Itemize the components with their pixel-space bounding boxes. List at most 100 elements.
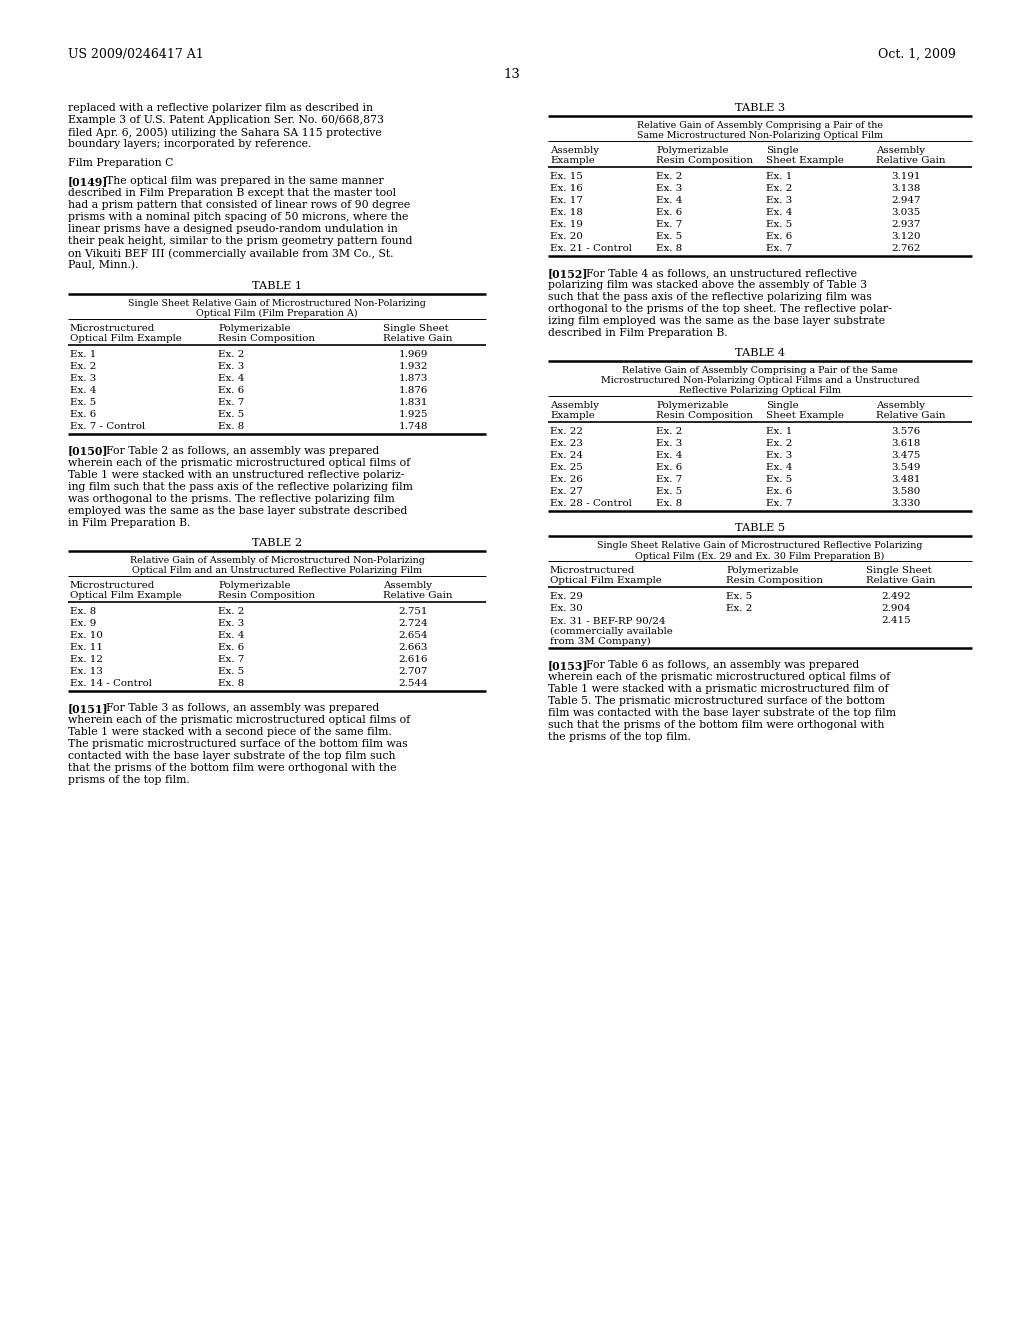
Text: Ex. 8: Ex. 8 [218,421,245,430]
Text: Reflective Polarizing Optical Film: Reflective Polarizing Optical Film [679,387,841,396]
Text: Ex. 2: Ex. 2 [218,350,245,359]
Text: 1.876: 1.876 [398,385,428,395]
Text: 2.415: 2.415 [882,616,911,626]
Text: Ex. 3: Ex. 3 [766,195,793,205]
Text: Example 3 of U.S. Patent Application Ser. No. 60/668,873: Example 3 of U.S. Patent Application Ser… [68,115,384,125]
Text: Ex. 6: Ex. 6 [766,487,793,496]
Text: prisms of the top film.: prisms of the top film. [68,775,189,785]
Text: Table 1 were stacked with an unstructured reflective polariz-: Table 1 were stacked with an unstructure… [68,470,404,479]
Text: Single Sheet Relative Gain of Microstructured Reflective Polarizing: Single Sheet Relative Gain of Microstruc… [597,541,923,550]
Text: Ex. 14 - Control: Ex. 14 - Control [70,678,152,688]
Text: Ex. 30: Ex. 30 [550,605,583,614]
Text: Ex. 6: Ex. 6 [70,409,96,418]
Text: Single: Single [766,401,799,411]
Text: Ex. 3: Ex. 3 [656,183,682,193]
Text: Relative Gain: Relative Gain [383,334,453,343]
Text: Ex. 5: Ex. 5 [218,409,245,418]
Text: Ex. 5: Ex. 5 [70,397,96,407]
Text: Resin Composition: Resin Composition [726,577,823,585]
Text: 3.576: 3.576 [892,428,921,437]
Text: Ex. 3: Ex. 3 [766,451,793,461]
Text: on Vikuiti BEF III (commercially available from 3M Co., St.: on Vikuiti BEF III (commercially availab… [68,248,393,259]
Text: Resin Composition: Resin Composition [218,334,315,343]
Text: Ex. 25: Ex. 25 [550,463,583,473]
Text: Example: Example [550,412,595,420]
Text: Ex. 22: Ex. 22 [550,428,583,437]
Text: filed Apr. 6, 2005) utilizing the Sahara SA 115 protective: filed Apr. 6, 2005) utilizing the Sahara… [68,127,382,137]
Text: The prismatic microstructured surface of the bottom film was: The prismatic microstructured surface of… [68,739,408,748]
Text: 2.937: 2.937 [892,220,921,228]
Text: 1.925: 1.925 [398,409,428,418]
Text: wherein each of the prismatic microstructured optical films of: wherein each of the prismatic microstruc… [68,715,411,725]
Text: Ex. 6: Ex. 6 [218,385,245,395]
Text: Relative Gain: Relative Gain [876,412,945,420]
Text: Ex. 6: Ex. 6 [656,209,682,216]
Text: Ex. 23: Ex. 23 [550,440,583,449]
Text: Resin Composition: Resin Composition [218,591,315,601]
Text: had a prism pattern that consisted of linear rows of 90 degree: had a prism pattern that consisted of li… [68,201,411,210]
Text: 3.618: 3.618 [892,440,921,449]
Text: Single: Single [766,147,799,154]
Text: Polymerizable: Polymerizable [656,147,728,154]
Text: 2.544: 2.544 [398,678,428,688]
Text: Ex. 2: Ex. 2 [766,440,793,449]
Text: 3.191: 3.191 [892,172,921,181]
Text: Ex. 21 - Control: Ex. 21 - Control [550,244,632,253]
Text: Ex. 7: Ex. 7 [656,220,682,228]
Text: [0151]: [0151] [68,704,109,714]
Text: Microstructured: Microstructured [70,581,156,590]
Text: Ex. 19: Ex. 19 [550,220,583,228]
Text: 1.969: 1.969 [398,350,428,359]
Text: [0153]: [0153] [548,660,589,672]
Text: 2.904: 2.904 [882,605,911,614]
Text: For Table 3 as follows, an assembly was prepared: For Table 3 as follows, an assembly was … [106,704,379,713]
Text: Ex. 3: Ex. 3 [70,374,96,383]
Text: Paul, Minn.).: Paul, Minn.). [68,260,138,271]
Text: Relative Gain: Relative Gain [383,591,453,601]
Text: Ex. 17: Ex. 17 [550,195,583,205]
Text: Ex. 1: Ex. 1 [766,172,793,181]
Text: Oct. 1, 2009: Oct. 1, 2009 [879,48,956,61]
Text: Ex. 2: Ex. 2 [766,183,793,193]
Text: Ex. 5: Ex. 5 [766,475,793,484]
Text: polarizing film was stacked above the assembly of Table 3: polarizing film was stacked above the as… [548,280,867,290]
Text: Assembly: Assembly [876,401,925,411]
Text: Optical Film (Film Preparation A): Optical Film (Film Preparation A) [197,309,357,318]
Text: wherein each of the prismatic microstructured optical films of: wherein each of the prismatic microstruc… [68,458,411,467]
Text: Ex. 7: Ex. 7 [218,397,245,407]
Text: Table 5. The prismatic microstructured surface of the bottom: Table 5. The prismatic microstructured s… [548,697,885,706]
Text: Assembly: Assembly [383,581,432,590]
Text: 1.831: 1.831 [398,397,428,407]
Text: [0149]: [0149] [68,176,109,187]
Text: Ex. 9: Ex. 9 [70,619,96,628]
Text: Ex. 29: Ex. 29 [550,593,583,602]
Text: Relative Gain of Assembly Comprising a Pair of the Same: Relative Gain of Assembly Comprising a P… [623,367,898,375]
Text: Ex. 8: Ex. 8 [70,607,96,616]
Text: 3.330: 3.330 [892,499,921,508]
Text: Table 1 were stacked with a prismatic microstructured film of: Table 1 were stacked with a prismatic mi… [548,684,889,694]
Text: Microstructured: Microstructured [70,323,156,333]
Text: 3.138: 3.138 [892,183,921,193]
Text: Microstructured Non-Polarizing Optical Films and a Unstructured: Microstructured Non-Polarizing Optical F… [601,376,920,385]
Text: Ex. 3: Ex. 3 [656,440,682,449]
Text: 3.035: 3.035 [892,209,921,216]
Text: 1.748: 1.748 [398,421,428,430]
Text: 2.724: 2.724 [398,619,428,628]
Text: Ex. 7 - Control: Ex. 7 - Control [70,421,145,430]
Text: TABLE 2: TABLE 2 [252,539,302,548]
Text: Ex. 4: Ex. 4 [218,374,245,383]
Text: Ex. 7: Ex. 7 [766,499,793,508]
Text: their peak height, similar to the prism geometry pattern found: their peak height, similar to the prism … [68,236,413,247]
Text: linear prisms have a designed pseudo-random undulation in: linear prisms have a designed pseudo-ran… [68,224,397,234]
Text: Ex. 24: Ex. 24 [550,451,583,461]
Text: Ex. 4: Ex. 4 [656,195,682,205]
Text: Relative Gain of Assembly of Microstructured Non-Polarizing: Relative Gain of Assembly of Microstruct… [130,556,424,565]
Text: 2.751: 2.751 [398,607,428,616]
Text: 3.120: 3.120 [892,232,921,242]
Text: Ex. 1: Ex. 1 [766,428,793,437]
Text: Ex. 31 - BEF-RP 90/24: Ex. 31 - BEF-RP 90/24 [550,616,666,626]
Text: Ex. 5: Ex. 5 [766,220,793,228]
Text: that the prisms of the bottom film were orthogonal with the: that the prisms of the bottom film were … [68,763,396,774]
Text: Polymerizable: Polymerizable [218,581,291,590]
Text: 2.762: 2.762 [892,244,921,253]
